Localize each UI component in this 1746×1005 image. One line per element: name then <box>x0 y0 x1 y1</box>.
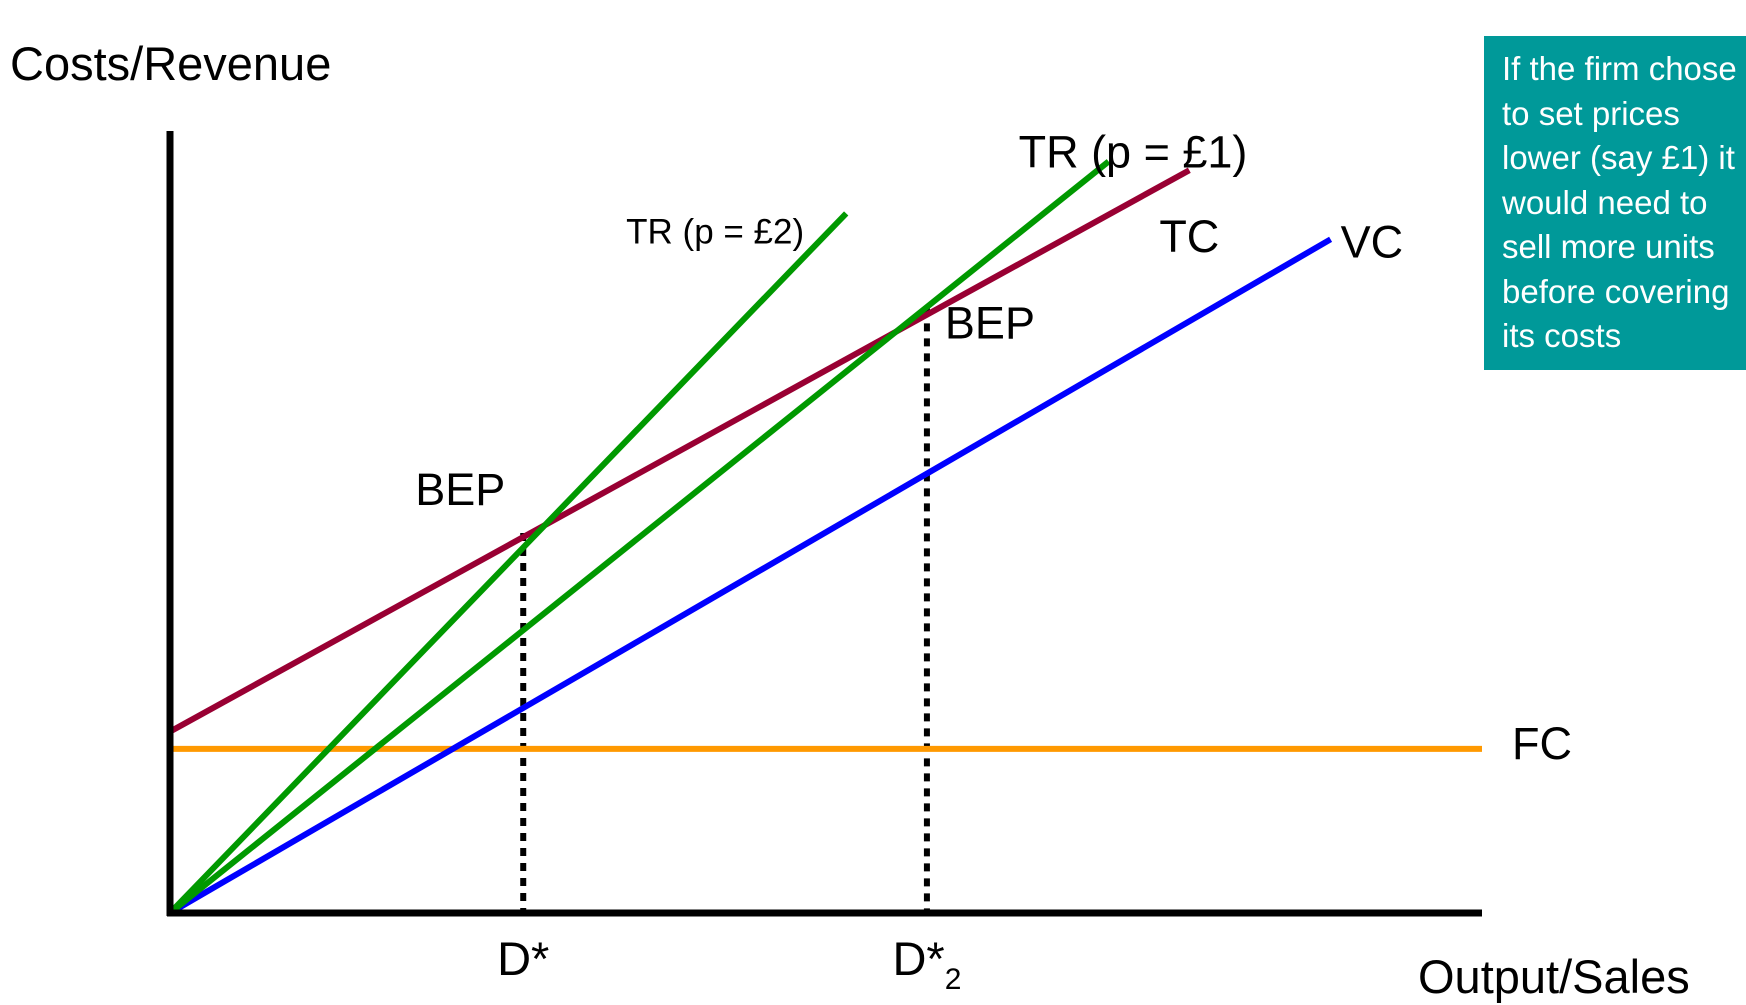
series-line-tr-p-1 <box>168 159 1111 916</box>
series-line-tr-p-2 <box>167 211 849 916</box>
series-labels: FC VC TC TR (p = £1) TR (p = £2) <box>626 127 1572 769</box>
callout-line: lower (say £1) it <box>1502 139 1735 176</box>
x-tick-label-2: D*2 <box>892 932 961 996</box>
series-lines <box>167 159 1482 916</box>
callout-line: its costs <box>1502 317 1622 354</box>
drop-lines <box>520 308 930 913</box>
y-axis-label: Costs/Revenue <box>10 37 331 90</box>
x-axis-label: Output/Sales <box>1418 950 1690 1003</box>
series-line-vc <box>168 236 1333 916</box>
bep-label-1: BEP <box>415 464 505 515</box>
series-line-tc <box>168 167 1191 735</box>
callout-line: If the firm chose <box>1502 50 1737 87</box>
tick-labels: D* D*2 <box>497 932 961 996</box>
series-label-tr-p-2: TR (p = £2) <box>626 212 804 251</box>
series-label-fc: FC <box>1512 718 1572 769</box>
series-label-vc: VC <box>1341 216 1404 267</box>
annotation-labels: BEP BEP <box>415 297 1035 515</box>
bep-label-2: BEP <box>945 297 1035 348</box>
callout-line: before covering <box>1502 272 1730 310</box>
callout-line: sell more units <box>1502 228 1715 265</box>
series-label-tc: TC <box>1159 211 1219 262</box>
callout-line: would need to <box>1502 183 1708 221</box>
x-tick-label-1: D* <box>497 932 549 985</box>
callout-line: to set prices <box>1502 94 1680 132</box>
series-label-tr-p-1: TR (p = £1) <box>1019 127 1248 178</box>
price-note-callout: If the firm chose to set prices lower (s… <box>1484 36 1746 370</box>
